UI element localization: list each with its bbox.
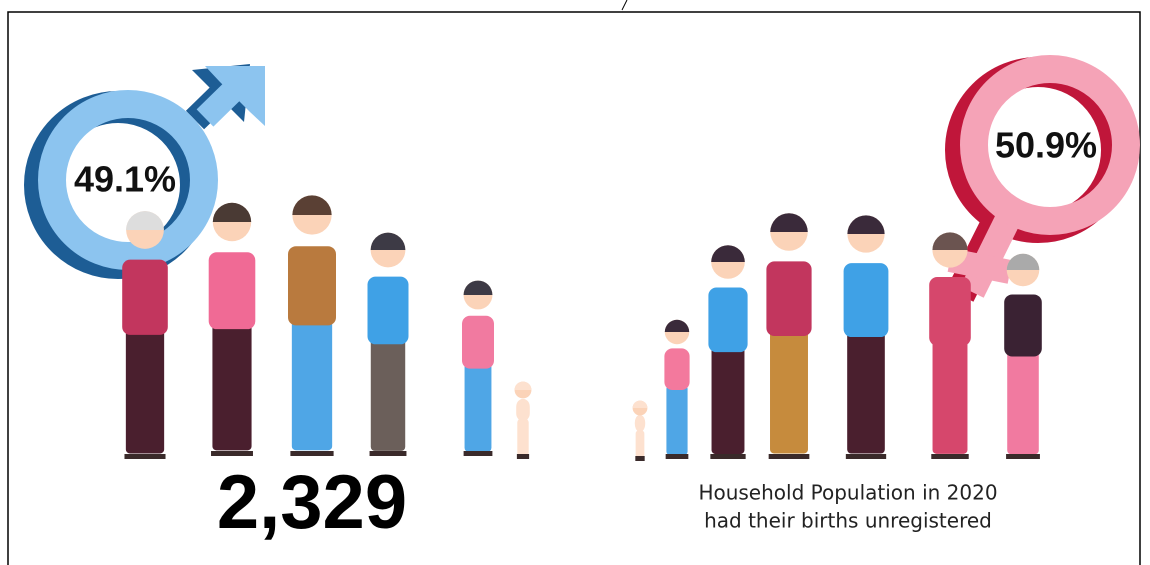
person-hair — [665, 320, 689, 332]
person-torso — [516, 399, 530, 421]
person-legs — [666, 385, 687, 456]
person-torso — [708, 287, 747, 352]
female-symbol: 50.9% — [950, 69, 1126, 295]
caption-line: had their births unregistered — [704, 509, 992, 533]
person — [368, 233, 409, 456]
person-legs — [1007, 349, 1039, 454]
person-legs — [292, 316, 332, 450]
person-legs — [126, 326, 164, 454]
person-torso — [635, 415, 645, 432]
person-legs — [847, 328, 885, 453]
person — [515, 382, 532, 459]
person-shoes — [124, 454, 165, 459]
person-hair — [847, 215, 884, 234]
person-shoes — [1006, 454, 1040, 459]
person-legs — [712, 344, 745, 454]
person-hair — [464, 281, 493, 295]
person-torso — [1004, 294, 1042, 356]
person-shoes — [211, 451, 253, 456]
person-shoes — [635, 456, 644, 461]
person-hair — [711, 245, 745, 262]
person-shoes — [517, 454, 529, 459]
person — [633, 401, 648, 461]
person-legs — [465, 362, 492, 452]
person-torso — [209, 252, 256, 329]
person-shoes — [769, 454, 810, 459]
frame-tick — [622, 0, 627, 10]
person-torso — [844, 263, 889, 337]
person-legs — [770, 327, 808, 454]
person-legs — [371, 336, 405, 451]
person-shoes — [370, 451, 407, 456]
person-legs — [517, 419, 528, 457]
person-torso — [368, 277, 409, 345]
person-torso — [122, 260, 168, 335]
female-percent: 50.9% — [995, 125, 1097, 166]
person — [766, 213, 811, 459]
person-hair — [633, 401, 648, 408]
infographic: 49.1% 50.9% 2,329 Household Population i… — [0, 0, 1150, 565]
person-torso — [664, 348, 689, 390]
person — [844, 215, 889, 459]
person — [462, 281, 494, 456]
male-percent: 49.1% — [74, 159, 176, 200]
person-torso — [462, 316, 494, 369]
person-shoes — [931, 454, 968, 459]
person-torso — [288, 246, 336, 325]
person-hair — [770, 213, 807, 232]
person-hair — [1007, 254, 1040, 270]
caption-line: Household Population in 2020 — [698, 481, 997, 505]
count: 2,329 — [217, 460, 407, 545]
person-shoes — [464, 451, 493, 456]
person-shoes — [290, 451, 333, 456]
person-shoes — [846, 454, 886, 459]
person-shoes — [666, 454, 689, 459]
person — [209, 203, 256, 456]
person-legs — [933, 337, 968, 453]
person — [664, 320, 689, 459]
person-legs — [636, 430, 645, 459]
person — [708, 245, 747, 459]
person-hair — [371, 233, 406, 250]
person-torso — [929, 277, 971, 346]
person-hair — [515, 382, 532, 390]
person-hair — [292, 195, 331, 215]
person — [288, 195, 336, 456]
person — [1004, 254, 1042, 459]
person-torso — [766, 261, 811, 336]
people — [122, 195, 1042, 461]
person-hair — [213, 203, 251, 222]
person-hair — [932, 232, 967, 250]
person-hair — [126, 211, 164, 230]
canvas: 49.1% 50.9% 2,329 Household Population i… — [0, 0, 1150, 565]
person-legs — [212, 320, 251, 450]
person-shoes — [710, 454, 745, 459]
